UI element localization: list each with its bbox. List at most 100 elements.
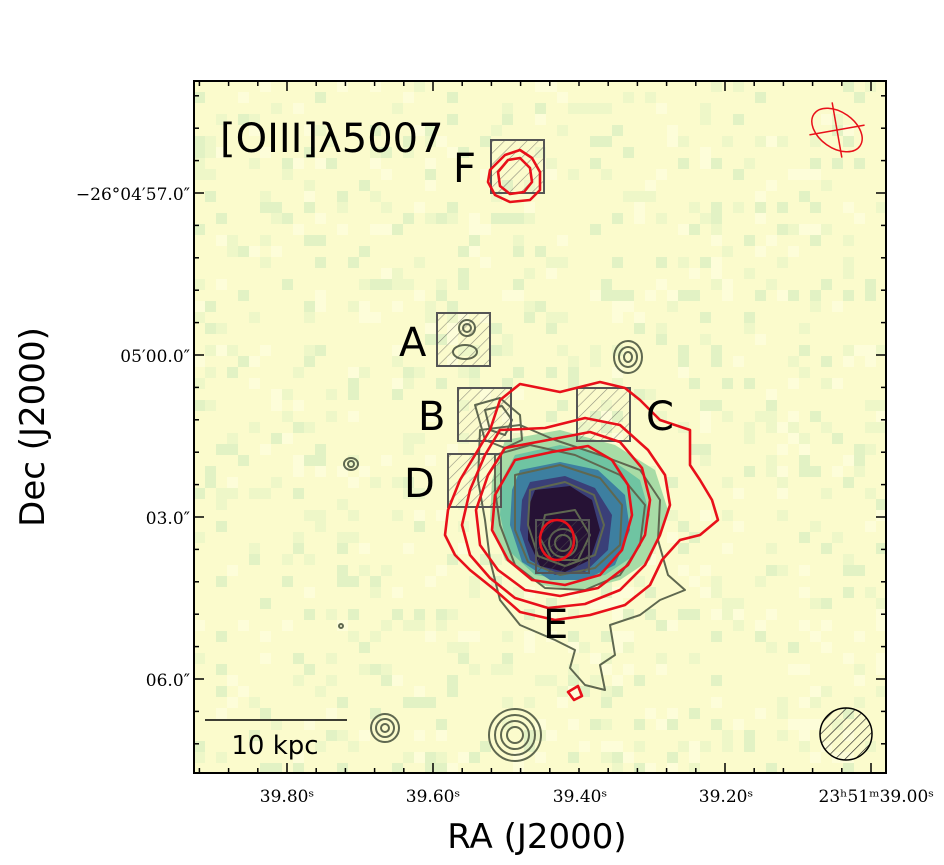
noise-pixel	[755, 576, 766, 587]
gray-contour	[623, 351, 633, 363]
noise-pixel	[205, 466, 216, 477]
noise-pixel	[348, 631, 359, 642]
noise-pixel	[634, 323, 645, 334]
noise-pixel	[645, 554, 656, 565]
noise-pixel	[326, 389, 337, 400]
noise-pixel	[612, 631, 623, 642]
noise-pixel	[843, 653, 854, 664]
red-contour	[443, 380, 720, 622]
noise-pixel	[667, 620, 678, 631]
noise-pixel	[304, 609, 315, 620]
noise-pixel	[392, 268, 403, 279]
noise-pixel	[667, 136, 678, 147]
noise-pixel	[711, 356, 722, 367]
noise-pixel	[865, 741, 876, 752]
noise-pixel	[843, 345, 854, 356]
noise-pixel	[557, 257, 568, 268]
noise-pixel	[315, 510, 326, 521]
noise-pixel	[700, 444, 711, 455]
noise-pixel	[513, 752, 524, 763]
noise-pixel	[524, 268, 535, 279]
noise-pixel	[612, 675, 623, 686]
noise-pixel	[821, 488, 832, 499]
noise-pixel	[733, 81, 744, 92]
noise-pixel	[271, 246, 282, 257]
noise-pixel	[337, 697, 348, 708]
noise-pixel	[194, 653, 205, 664]
noise-pixel	[469, 631, 480, 642]
noise-pixel	[304, 356, 315, 367]
noise-pixel	[249, 422, 260, 433]
gray-contour	[375, 718, 395, 738]
noise-pixel	[194, 488, 205, 499]
noise-pixel	[755, 411, 766, 422]
noise-pixel	[546, 631, 557, 642]
noise-pixel	[656, 411, 667, 422]
noise-pixel	[524, 642, 535, 653]
noise-pixel	[656, 334, 667, 345]
noise-pixel	[535, 301, 546, 312]
noise-pixel	[392, 587, 403, 598]
noise-pixel	[766, 422, 777, 433]
noise-pixel	[876, 202, 886, 213]
noise-pixel	[612, 741, 623, 752]
noise-pixel	[865, 290, 876, 301]
noise-pixel	[689, 444, 700, 455]
noise-pixel	[260, 708, 271, 719]
noise-pixel	[304, 664, 315, 675]
noise-pixel	[700, 103, 711, 114]
noise-pixel	[711, 268, 722, 279]
noise-pixel	[744, 158, 755, 169]
noise-pixel	[711, 213, 722, 224]
x-tick-label: 23ʰ51ᵐ39.00ˢ	[819, 787, 934, 807]
noise-pixel	[370, 279, 381, 290]
noise-pixel	[568, 356, 579, 367]
noise-pixel	[590, 136, 601, 147]
noise-pixel	[843, 81, 854, 92]
noise-pixel	[568, 378, 579, 389]
y-axis: −26°04′57.0″ 05′00.0″ 03.0″ 06.0″	[76, 185, 190, 691]
noise-pixel	[491, 345, 502, 356]
noise-pixel	[370, 576, 381, 587]
noise-pixel	[546, 268, 557, 279]
noise-pixel	[656, 719, 667, 730]
noise-pixel	[194, 356, 205, 367]
noise-pixel	[216, 279, 227, 290]
noise-pixel	[590, 224, 601, 235]
noise-pixel	[491, 664, 502, 675]
noise-pixel	[458, 653, 469, 664]
noise-pixel	[469, 587, 480, 598]
noise-pixel	[843, 455, 854, 466]
region-box-a	[436, 312, 491, 367]
noise-pixel	[458, 147, 469, 158]
noise-pixel	[766, 466, 777, 477]
noise-pixel	[491, 576, 502, 587]
noise-pixel	[777, 510, 788, 521]
noise-pixel	[832, 301, 843, 312]
noise-pixel	[546, 675, 557, 686]
noise-pixel	[722, 477, 733, 488]
noise-pixel	[678, 136, 689, 147]
noise-pixel	[535, 81, 546, 92]
noise-pixel	[568, 642, 579, 653]
noise-pixel	[260, 81, 271, 92]
noise-pixel	[700, 334, 711, 345]
noise-pixel	[403, 92, 414, 103]
noise-pixel	[381, 279, 392, 290]
noise-pixel	[524, 202, 535, 213]
noise-pixel	[293, 103, 304, 114]
noise-pixel	[458, 642, 469, 653]
noise-pixel	[403, 378, 414, 389]
noise-pixel	[403, 147, 414, 158]
noise-pixel	[612, 752, 623, 763]
noise-pixel	[722, 290, 733, 301]
noise-pixel	[799, 719, 810, 730]
y-tick-label: −26°04′57.0″	[76, 185, 190, 205]
noise-pixel	[425, 763, 436, 773]
noise-pixel	[425, 301, 436, 312]
noise-pixel	[777, 708, 788, 719]
noise-pixel	[491, 323, 502, 334]
red-contours	[443, 148, 720, 702]
noise-pixel	[865, 521, 876, 532]
noise-pixel	[403, 543, 414, 554]
